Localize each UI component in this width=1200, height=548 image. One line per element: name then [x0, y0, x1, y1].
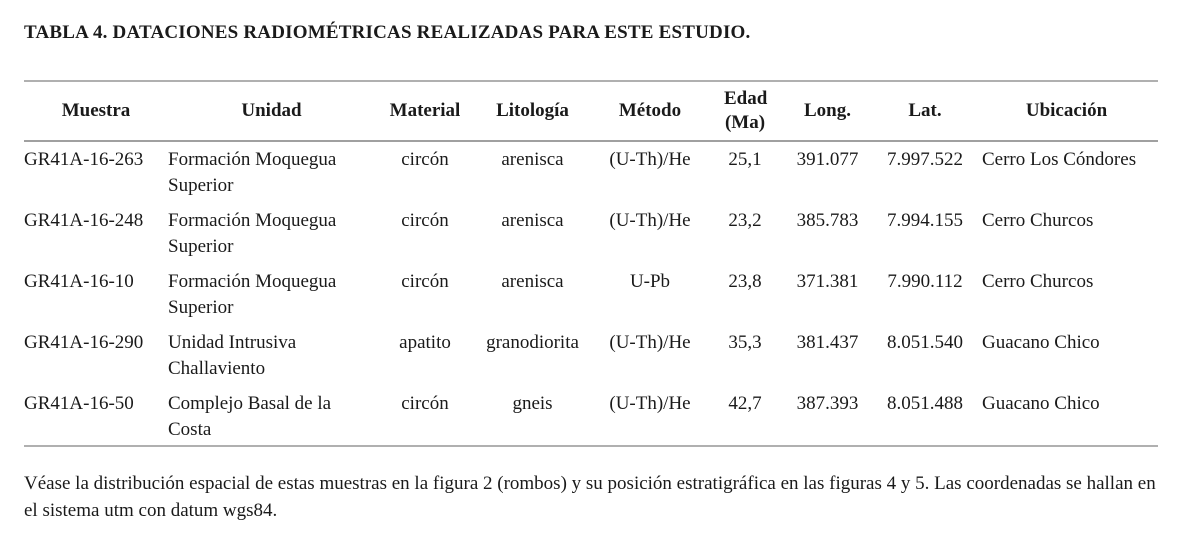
cell-litologia: arenisca — [501, 271, 564, 292]
header-row: Muestra Unidad Material Litología Método Edad… — [24, 81, 1158, 141]
cell-long: 391.077 — [796, 149, 859, 170]
cell-edad: 42,7 — [728, 393, 762, 414]
cell-material: apatito — [399, 332, 451, 353]
cell-ubicacion: Guacano Chico — [982, 332, 1100, 353]
cell-edad: 25,1 — [728, 149, 762, 170]
cell-lat: 7.990.112 — [887, 271, 963, 292]
table-title: TABLA 4. DATACIONES RADIOMÉTRICAS REALIZ… — [24, 22, 751, 43]
cell-material: circón — [401, 393, 449, 414]
cell-metodo: (U-Th)/He — [609, 332, 691, 353]
cell-metodo: (U-Th)/He — [609, 393, 691, 414]
cell-lat: 8.051.488 — [887, 393, 963, 414]
header-metodo: Método — [618, 100, 682, 121]
cell-unidad: Formación Moquegua Superior — [168, 210, 337, 257]
header-material: Material — [389, 100, 461, 121]
cell-material: circón — [401, 210, 449, 231]
cell-muestra: GR41A-16-290 — [24, 332, 144, 353]
cell-muestra: GR41A-16-248 — [24, 210, 144, 231]
cell-material: circón — [401, 271, 449, 292]
cell-lat: 8.051.540 — [887, 332, 963, 353]
cell-unidad: Complejo Basal de la Costa — [168, 393, 332, 440]
cell-ubicacion: Cerro Churcos — [982, 210, 1094, 231]
header-lat: Lat. — [908, 100, 942, 121]
dating-table: Muestra Unidad Material Litología Método Edad… — [24, 80, 1158, 447]
cell-long: 371.381 — [796, 271, 859, 292]
cell-edad: 23,2 — [728, 210, 762, 231]
cell-metodo: U-Pb — [629, 271, 671, 292]
table-row: GR41A-16-290 Unidad Intrusiva Challavient… — [24, 324, 1158, 385]
cell-litologia: arenisca — [501, 210, 564, 231]
table-row: GR41A-16-263 Formación Moquegua Superior c… — [24, 141, 1158, 202]
header-ubicacion: Ubicación — [1025, 100, 1108, 121]
cell-metodo: (U-Th)/He — [609, 210, 691, 231]
cell-long: 381.437 — [796, 332, 859, 353]
cell-unidad: Formación Moquegua Superior — [168, 149, 337, 196]
cell-lat: 7.994.155 — [887, 210, 963, 231]
cell-litologia: arenisca — [501, 149, 564, 170]
cell-edad: 35,3 — [728, 332, 762, 353]
cell-lat: 7.997.522 — [887, 149, 963, 170]
table-row: GR41A-16-10 Formación Moquegua Superior ci… — [24, 263, 1158, 324]
table-footnote: Véase la distribución espacial de estas … — [24, 473, 1156, 521]
cell-ubicacion: Cerro Los Cóndores — [982, 149, 1137, 170]
cell-material: circón — [401, 149, 449, 170]
cell-edad: 23,8 — [728, 271, 762, 292]
header-litologia: Litología — [496, 100, 569, 121]
cell-unidad: Formación Moquegua Superior — [168, 271, 337, 318]
cell-muestra: GR41A-16-50 — [24, 393, 134, 414]
cell-ubicacion: Guacano Chico — [982, 393, 1100, 414]
table-row: GR41A-16-248 Formación Moquegua Superior c… — [24, 202, 1158, 263]
cell-muestra: GR41A-16-10 — [24, 271, 134, 292]
cell-unidad: Unidad Intrusiva Challaviento — [168, 332, 297, 379]
table-row: GR41A-16-50 Complejo Basal de la Costa cir… — [24, 385, 1158, 446]
cell-litologia: granodiorita — [486, 332, 579, 353]
cell-muestra: GR41A-16-263 — [24, 149, 144, 170]
cell-ubicacion: Cerro Churcos — [982, 271, 1094, 292]
cell-litologia: gneis — [512, 393, 553, 414]
header-unidad: Unidad — [241, 100, 302, 121]
header-long: Long. — [804, 100, 851, 121]
cell-metodo: (U-Th)/He — [609, 149, 691, 170]
header-muestra: Muestra — [61, 100, 131, 121]
header-edad: Edad (Ma) — [724, 88, 768, 133]
cell-long: 387.393 — [796, 393, 859, 414]
cell-long: 385.783 — [796, 210, 859, 231]
